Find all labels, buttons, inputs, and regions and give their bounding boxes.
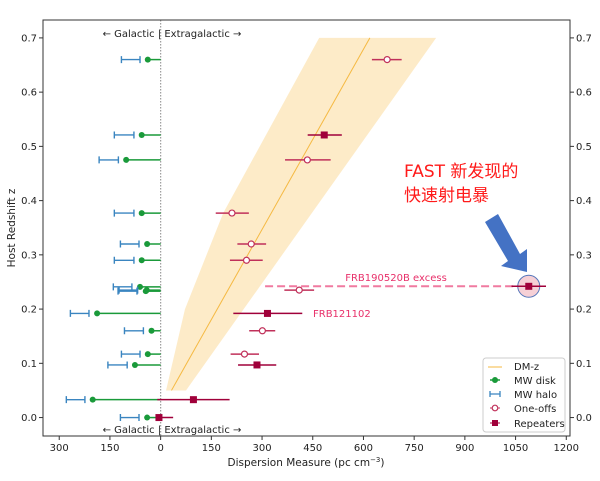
y-tick-label-right: 0.4 [576,196,592,207]
disk-point [144,241,151,247]
dmz-band [166,37,437,391]
halo-errorbar [69,309,90,317]
y-tick-label-right: 0.5 [576,142,592,153]
oneoff-point [228,209,236,217]
halo-errorbar [119,240,140,248]
repeater-point [525,282,533,290]
y-tick-label-right: 0.0 [576,413,592,424]
halo-errorbar [119,414,140,422]
disk-point [144,351,151,358]
y-tick-label-right: 0.2 [576,305,592,316]
y-tick-label-right: 0.7 [576,33,592,44]
plot-frame [42,19,571,437]
halo-errorbar [117,287,138,295]
region-label-top: ← Galactic | Extragalactic → [103,29,242,40]
legend-dmz: DM-z [514,362,539,373]
y-tick-label-right: 0.6 [576,88,592,99]
x-tick-label: 600 [354,443,373,454]
disk-point [148,327,155,334]
disk-point [138,210,145,217]
disk-point [138,131,145,138]
x-axis-label: Dispersion Measure (pc cm−3) [228,456,385,469]
y-tick-label-right: 0.3 [576,250,592,261]
y-tick-label-right: 0.1 [576,359,592,370]
oneoff-point [303,156,311,164]
fast-annotation-line1: FAST 新发现的 [404,162,518,182]
disk-point [89,396,96,403]
y-tick-label-left: 0.4 [21,196,37,207]
disk-point [131,361,138,368]
legend-disk: MW disk [514,376,556,387]
halo-errorbar [65,396,86,404]
halo-errorbar [113,209,135,217]
oneoff-point [295,286,303,294]
x-tick-label: 300 [253,443,272,454]
legend-oneoff-swatch [491,404,499,412]
halo-errorbar [98,156,120,164]
halo-errorbar [113,131,135,139]
legend-oneoffs: One-offs [514,404,556,415]
y-tick-label-left: 0.7 [21,33,37,44]
x-tick-label: 450 [303,443,322,454]
halo-errorbar [123,327,145,335]
disk-point [142,288,149,295]
x-tick-label: 750 [405,443,424,454]
disk-point [138,257,145,264]
x-tick-label: 900 [455,443,474,454]
legend: DM-z MW disk MW halo One-offs Repeaters [482,357,566,433]
oneoff-point [258,327,266,335]
repeater-point [263,309,271,317]
legend-disk-swatch [492,377,498,383]
oneoff-point [247,240,255,248]
legend-halo-swatch [489,391,501,397]
oneoff-point [383,55,391,64]
x-tick-label: 1050 [503,443,528,454]
y-tick-label-left: 0.3 [21,250,37,261]
x-tick-label: 0 [157,443,163,454]
disk-point [144,56,151,63]
repeater-point [320,131,328,139]
x-tick-label: 1200 [554,443,579,454]
repeater-point [253,361,261,369]
y-tick-label-left: 0.0 [21,413,37,424]
y-axis-label: Host Redshift z [6,188,18,267]
disk-point [137,283,144,290]
repeater-point [155,414,163,422]
frb190520b-excess-label: FRB190520B excess [345,273,447,284]
x-tick-label: 150 [202,443,221,454]
arrow-icon [485,214,527,272]
halo-errorbar [120,56,141,64]
y-tick-label-left: 0.1 [21,359,37,370]
legend-repeater-swatch [492,420,498,426]
halo-errorbar [118,286,139,294]
x-tick-label: 300 [50,443,69,454]
disk-point [94,310,101,317]
halo-errorbar [107,361,128,369]
legend-repeaters: Repeaters [514,419,565,430]
x-tick-label: 150 [100,443,119,454]
region-label-bottom: ← Galactic | Extragalactic → [103,425,242,436]
halo-errorbar [113,256,135,264]
legend-halo: MW halo [514,390,557,401]
oneoff-point [240,350,249,358]
y-tick-label-left: 0.6 [21,88,37,99]
y-tick-label-left: 0.5 [21,142,37,153]
halo-errorbar [120,350,141,358]
fast-annotation-line2: 快速射电暴 [404,186,489,206]
frb121102-label: FRB121102 [313,309,371,320]
disk-point [144,414,151,421]
y-tick-label-left: 0.2 [21,305,37,316]
dmz-line [171,37,371,391]
disk-point [123,156,130,163]
repeater-point [189,396,197,404]
halo-errorbar [112,283,133,291]
oneoff-point [242,256,251,264]
